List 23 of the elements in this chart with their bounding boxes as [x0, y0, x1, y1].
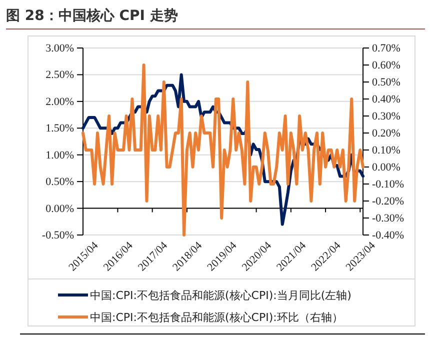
- y2-tick-label: 0.10%: [372, 144, 400, 157]
- y2-tick-label: 0.20%: [372, 128, 400, 140]
- y-tick-label: 2.00%: [46, 96, 74, 108]
- y-tick-label: -0.50%: [42, 230, 74, 242]
- y-tick-label: 0.00%: [46, 202, 74, 215]
- chart-title: 图 28：中国核心 CPI 走势: [6, 7, 178, 24]
- y-tick-label: 0.50%: [46, 176, 74, 188]
- y2-tick-label: -0.10%: [372, 178, 404, 191]
- legend-label: 中国:CPI:不包括食品和能源(核心CPI):环比（右轴）: [90, 311, 343, 324]
- y2-tick-label: 0.40%: [372, 94, 400, 106]
- y-tick-label: 1.50%: [46, 122, 74, 135]
- y-tick-label: 1.00%: [46, 149, 74, 162]
- y-tick-label: 2.50%: [46, 69, 74, 82]
- y2-tick-label: 0.70%: [372, 42, 400, 55]
- y2-tick-label: -0.20%: [372, 196, 404, 208]
- y2-tick-label: 0.50%: [372, 76, 400, 89]
- y2-tick-label: -0.40%: [372, 230, 404, 242]
- y2-tick-label: -0.30%: [372, 212, 404, 225]
- legend-label: 中国:CPI:不包括食品和能源(核心CPI):当月同比(左轴): [90, 289, 352, 302]
- y-tick-label: 3.00%: [46, 42, 74, 55]
- y2-tick-label: 0.00%: [372, 162, 400, 174]
- y2-tick-label: 0.60%: [372, 60, 400, 72]
- y2-tick-label: 0.30%: [372, 110, 400, 123]
